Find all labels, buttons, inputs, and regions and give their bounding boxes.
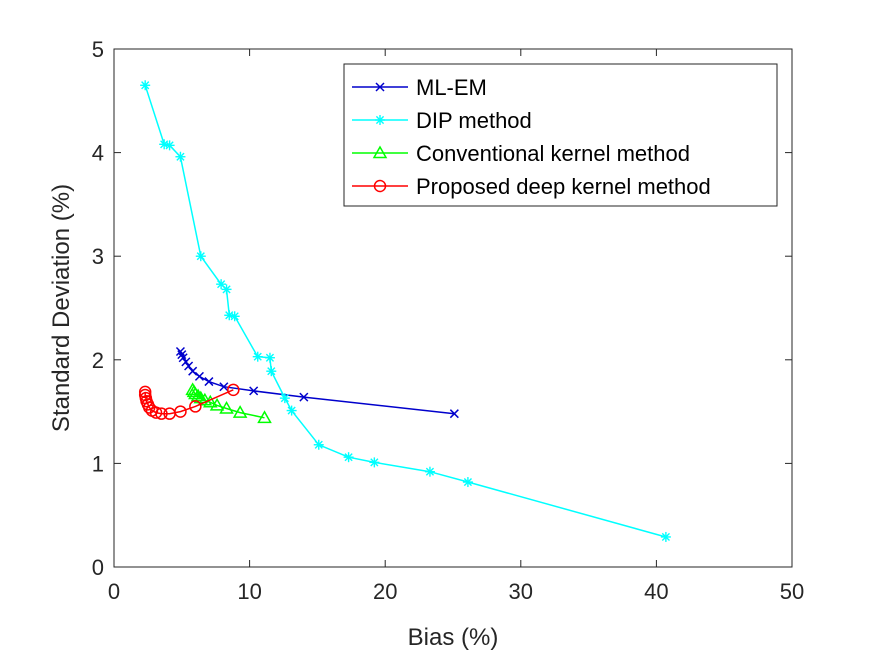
y-axis-label: Standard Deviation (%) — [48, 184, 75, 432]
legend-marker-ml-em — [375, 82, 385, 92]
legend-entry-conventional-kernel-method: Conventional kernel method — [352, 141, 690, 166]
x-tick-label: 40 — [644, 579, 668, 604]
data-point-ml-em-4 — [204, 377, 214, 387]
legend-box — [343, 63, 778, 207]
data-point-dip-method-4 — [195, 251, 206, 262]
data-point-proposed-deep-kernel-method-3 — [163, 407, 176, 420]
data-point-conventional-kernel-method-0 — [257, 410, 272, 424]
x-axis-label: Bias (%) — [408, 624, 499, 651]
data-point-proposed-deep-kernel-method-0 — [227, 383, 240, 397]
legend-marker-conventional-kernel-method — [372, 145, 388, 159]
data-point-dip-method-16 — [369, 457, 380, 468]
legend-marker-dip-method — [375, 115, 385, 125]
data-point-dip-method-9 — [252, 351, 263, 362]
y-tick-label: 4 — [92, 141, 104, 166]
data-point-dip-method-12 — [279, 393, 290, 404]
data-point-dip-method-18 — [462, 477, 473, 488]
data-point-conventional-kernel-method-10 — [185, 382, 200, 396]
data-point-conventional-kernel-method-6 — [193, 390, 209, 404]
data-point-conventional-kernel-method-2 — [219, 400, 234, 414]
x-tick-label: 0 — [108, 579, 120, 604]
data-point-dip-method-17 — [424, 466, 435, 477]
legend: ML-EM DIP method Conventional kernel metho… — [343, 63, 778, 207]
legend-entry-dip-method: DIP method — [352, 108, 532, 133]
data-point-dip-method-13 — [286, 405, 297, 416]
data-point-proposed-deep-kernel-method-11 — [138, 388, 152, 402]
x-tick-label: 20 — [373, 579, 397, 604]
data-point-ml-em-1 — [299, 392, 309, 402]
data-point-dip-method-15 — [343, 452, 354, 463]
series-proposed-deep-kernel-method — [138, 383, 240, 420]
data-point-ml-em-6 — [188, 366, 198, 376]
x-tick-label: 10 — [237, 579, 261, 604]
axes-layer: 0 10 20 30 40 50 0 1 2 3 4 5 — [92, 37, 804, 604]
data-point-ml-em-8 — [181, 357, 191, 367]
y-tick-label: 1 — [92, 451, 104, 476]
data-point-dip-method-14 — [313, 439, 324, 450]
data-point-dip-method-10 — [264, 352, 275, 363]
data-point-dip-method-2 — [164, 140, 175, 151]
y-tick-label: 2 — [92, 348, 104, 373]
data-point-proposed-deep-kernel-method-12 — [138, 385, 152, 399]
data-point-conventional-kernel-method-5 — [197, 392, 213, 406]
data-point-ml-em-2 — [249, 386, 259, 396]
data-point-ml-em-11 — [175, 346, 185, 357]
data-point-ml-em-5 — [194, 371, 204, 381]
series-dip-method — [140, 80, 671, 542]
data-point-proposed-deep-kernel-method-1 — [189, 400, 202, 413]
legend-label-conventional-kernel-method: Conventional kernel method — [416, 141, 690, 166]
data-point-ml-em-3 — [219, 382, 229, 392]
x-tick-label: 50 — [780, 579, 804, 604]
data-point-conventional-kernel-method-7 — [190, 388, 206, 402]
data-point-ml-em-0 — [449, 409, 459, 419]
data-point-dip-method-3 — [175, 151, 186, 162]
series-line-dip-method — [144, 85, 667, 538]
data-point-proposed-deep-kernel-method-6 — [145, 404, 159, 417]
data-point-conventional-kernel-method-1 — [232, 405, 248, 418]
data-point-conventional-kernel-method-3 — [209, 397, 225, 411]
axes-box — [113, 48, 793, 568]
legend-label-dip-method: DIP method — [416, 108, 532, 133]
series-ml-em — [175, 346, 459, 419]
x-tick-label: 30 — [509, 579, 533, 604]
legend-marker-proposed-deep-kernel-method — [373, 179, 387, 193]
series-conventional-kernel-method — [185, 382, 272, 424]
legend-label-proposed-deep-kernel-method: Proposed deep kernel method — [416, 174, 711, 199]
legend-entry-proposed-deep-kernel-method: Proposed deep kernel method — [352, 174, 711, 199]
data-point-ml-em-7 — [184, 361, 194, 371]
data-point-dip-method-0 — [140, 80, 151, 91]
y-tick-label: 0 — [92, 555, 104, 580]
y-tick-label: 3 — [92, 244, 104, 269]
legend-label-ml-em: ML-EM — [416, 75, 487, 100]
data-point-dip-method-19 — [660, 531, 671, 542]
data-point-dip-method-8 — [229, 311, 240, 322]
y-tick-label: 5 — [92, 37, 104, 62]
data-point-dip-method-11 — [266, 366, 277, 377]
data-point-dip-method-6 — [221, 284, 232, 295]
series-layer — [138, 80, 671, 542]
legend-entry-ml-em: ML-EM — [352, 75, 487, 100]
